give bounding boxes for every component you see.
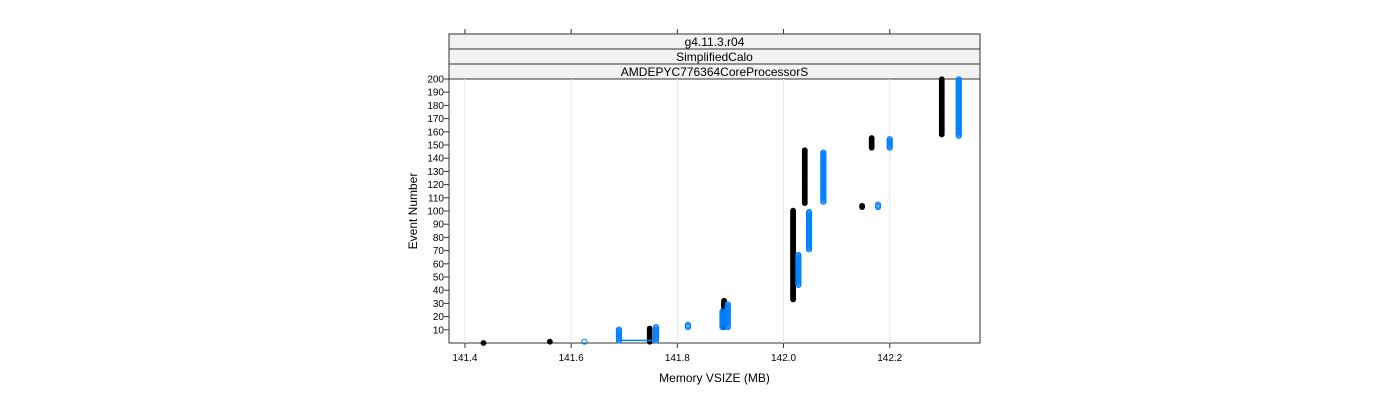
data-point xyxy=(938,76,945,83)
y-tick-label: 60 xyxy=(433,259,445,270)
y-tick-label: 110 xyxy=(428,193,444,204)
y-tick-label: 70 xyxy=(433,246,445,257)
data-point xyxy=(646,325,653,332)
data-point xyxy=(805,208,813,216)
y-tick-label: 160 xyxy=(427,127,444,138)
y-tick-label: 90 xyxy=(433,220,445,231)
data-point xyxy=(684,321,692,328)
y-tick-label: 30 xyxy=(433,299,445,310)
series-layer xyxy=(480,76,962,346)
y-tick-label: 190 xyxy=(427,88,444,99)
data-point xyxy=(546,338,553,345)
strip-label-3: AMDEPYC776364CoreProcessorS xyxy=(621,65,808,79)
data-point xyxy=(615,326,623,333)
y-axis: 10 20 30 40 50 60 70 80 90 100 110 120 130 140 150 160 1… xyxy=(427,75,449,336)
y-tick-label: 180 xyxy=(427,101,444,112)
data-point xyxy=(721,297,727,304)
y-axis-label: Event Number xyxy=(406,173,420,250)
x-axis: 141.4 141.6 141.8 142.0 142.2 xyxy=(452,343,903,364)
x-tick-label: 142.2 xyxy=(877,353,902,364)
y-tick-label: 150 xyxy=(427,141,444,152)
y-tick-label: 200 xyxy=(427,75,444,86)
data-point xyxy=(868,135,875,141)
gridlines xyxy=(464,79,891,343)
y-tick-label: 130 xyxy=(427,167,444,178)
y-tick-label: 40 xyxy=(433,286,445,297)
data-point xyxy=(874,201,882,208)
y-tick-label: 140 xyxy=(427,154,444,165)
x-tick-label: 141.4 xyxy=(452,353,477,364)
data-point xyxy=(955,76,962,83)
y-tick-label: 20 xyxy=(433,312,445,323)
y-tick-label: 10 xyxy=(433,325,445,336)
y-tick-label: 170 xyxy=(427,114,444,125)
data-point xyxy=(859,202,866,209)
data-point xyxy=(795,251,802,259)
data-point xyxy=(581,338,588,345)
x-tick-label: 141.8 xyxy=(665,353,690,364)
top-axis-ticks xyxy=(464,29,891,34)
series-2 xyxy=(581,76,962,345)
strip-label-2: SimplifiedCalo xyxy=(676,50,753,64)
x-axis-label: Memory VSIZE (MB) xyxy=(659,371,770,385)
data-point xyxy=(801,147,808,154)
strip-label-1: g4.11.3.r04 xyxy=(685,35,745,49)
data-point xyxy=(724,301,731,308)
plot-area xyxy=(448,78,981,344)
strip-headers: g4.11.3.r04 SimplifiedCalo AMDEPYC776364… xyxy=(448,33,981,80)
data-point xyxy=(886,136,893,143)
y-tick-label: 80 xyxy=(433,233,445,244)
y-tick-label: 50 xyxy=(433,273,445,284)
data-point xyxy=(790,207,796,214)
data-point xyxy=(480,340,487,346)
y-tick-label: 100 xyxy=(427,207,444,218)
x-tick-label: 141.6 xyxy=(559,353,584,364)
series-1 xyxy=(480,76,945,346)
data-point xyxy=(652,324,660,331)
data-point xyxy=(820,149,827,156)
y-tick-label: 120 xyxy=(427,180,444,191)
x-tick-label: 142.0 xyxy=(771,353,796,364)
